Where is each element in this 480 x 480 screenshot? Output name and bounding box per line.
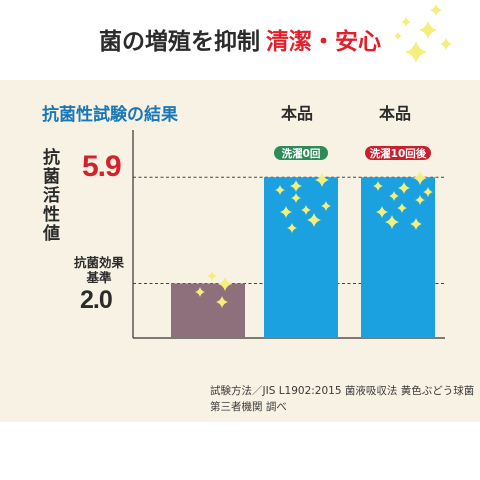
footnote-line-1: 試験方法／JIS L1902:2015 菌液吸収法 黄色ぶどう球菌 [210, 385, 475, 397]
sparkle-icon [376, 206, 388, 218]
bar-2 [264, 177, 338, 338]
sparkle-icon [430, 4, 442, 16]
sparkle-icon [415, 195, 425, 205]
sparkle-icon [307, 213, 321, 227]
sparkle-icon [410, 218, 422, 230]
chart-title: 抗菌性試験の結果 [42, 105, 178, 125]
y-axis-label: 抗菌活性値 [39, 148, 59, 243]
sparkle-icon [216, 296, 228, 308]
bar-chart: 洗濯0回 洗濯10回後 [132, 130, 445, 339]
standard-value: 2.0 [80, 286, 113, 314]
sparkle-icon [315, 173, 329, 187]
sparkle-icon [207, 271, 217, 281]
sparkle-icon [397, 203, 407, 213]
sparkle-icon [385, 215, 399, 229]
sparkle-icon [290, 180, 302, 192]
sparkle-icon [373, 181, 383, 191]
sparkle-icon [413, 171, 427, 185]
sparkle-icon [389, 191, 399, 201]
headline-text: 菌の増殖を抑制 [99, 29, 260, 55]
reference-value-high: 5.9 [82, 150, 122, 183]
sparkle-icon [398, 182, 410, 194]
footnote-line-2: 第三者機関 調べ [210, 401, 287, 413]
bar-1 [171, 283, 245, 338]
sparkle-icon [195, 287, 205, 297]
headline: 菌の増殖を抑制 清潔・安心 [0, 16, 480, 68]
badge-1 [274, 146, 328, 160]
sparkle-icon [275, 185, 285, 195]
sparkle-icon [321, 201, 331, 211]
column-header-product-1: 本品 [280, 104, 313, 123]
badge-label-1: 洗濯0回 [282, 147, 321, 160]
sparkle-icon [218, 277, 232, 291]
headline-accent: 清潔・安心 [266, 29, 381, 55]
sparkle-icon [423, 187, 433, 197]
bar-3 [361, 177, 435, 338]
column-header-product-2: 本品 [378, 104, 411, 123]
sparkle-icon [291, 193, 301, 203]
results-panel: 抗菌性試験の結果 本品 本品 抗菌活性値 5.9 抗菌効果基準 2.0 洗濯0回… [0, 80, 480, 422]
badge-2 [365, 146, 431, 160]
badge-label-2: 洗濯10回後 [370, 147, 427, 160]
standard-label: 抗菌効果基準 [73, 255, 124, 285]
sparkle-icon [280, 206, 292, 218]
sparkle-icon [287, 223, 297, 233]
footnote: 試験方法／JIS L1902:2015 菌液吸収法 黄色ぶどう球菌 第三者機関 … [210, 383, 474, 415]
sparkle-icon [301, 205, 311, 215]
